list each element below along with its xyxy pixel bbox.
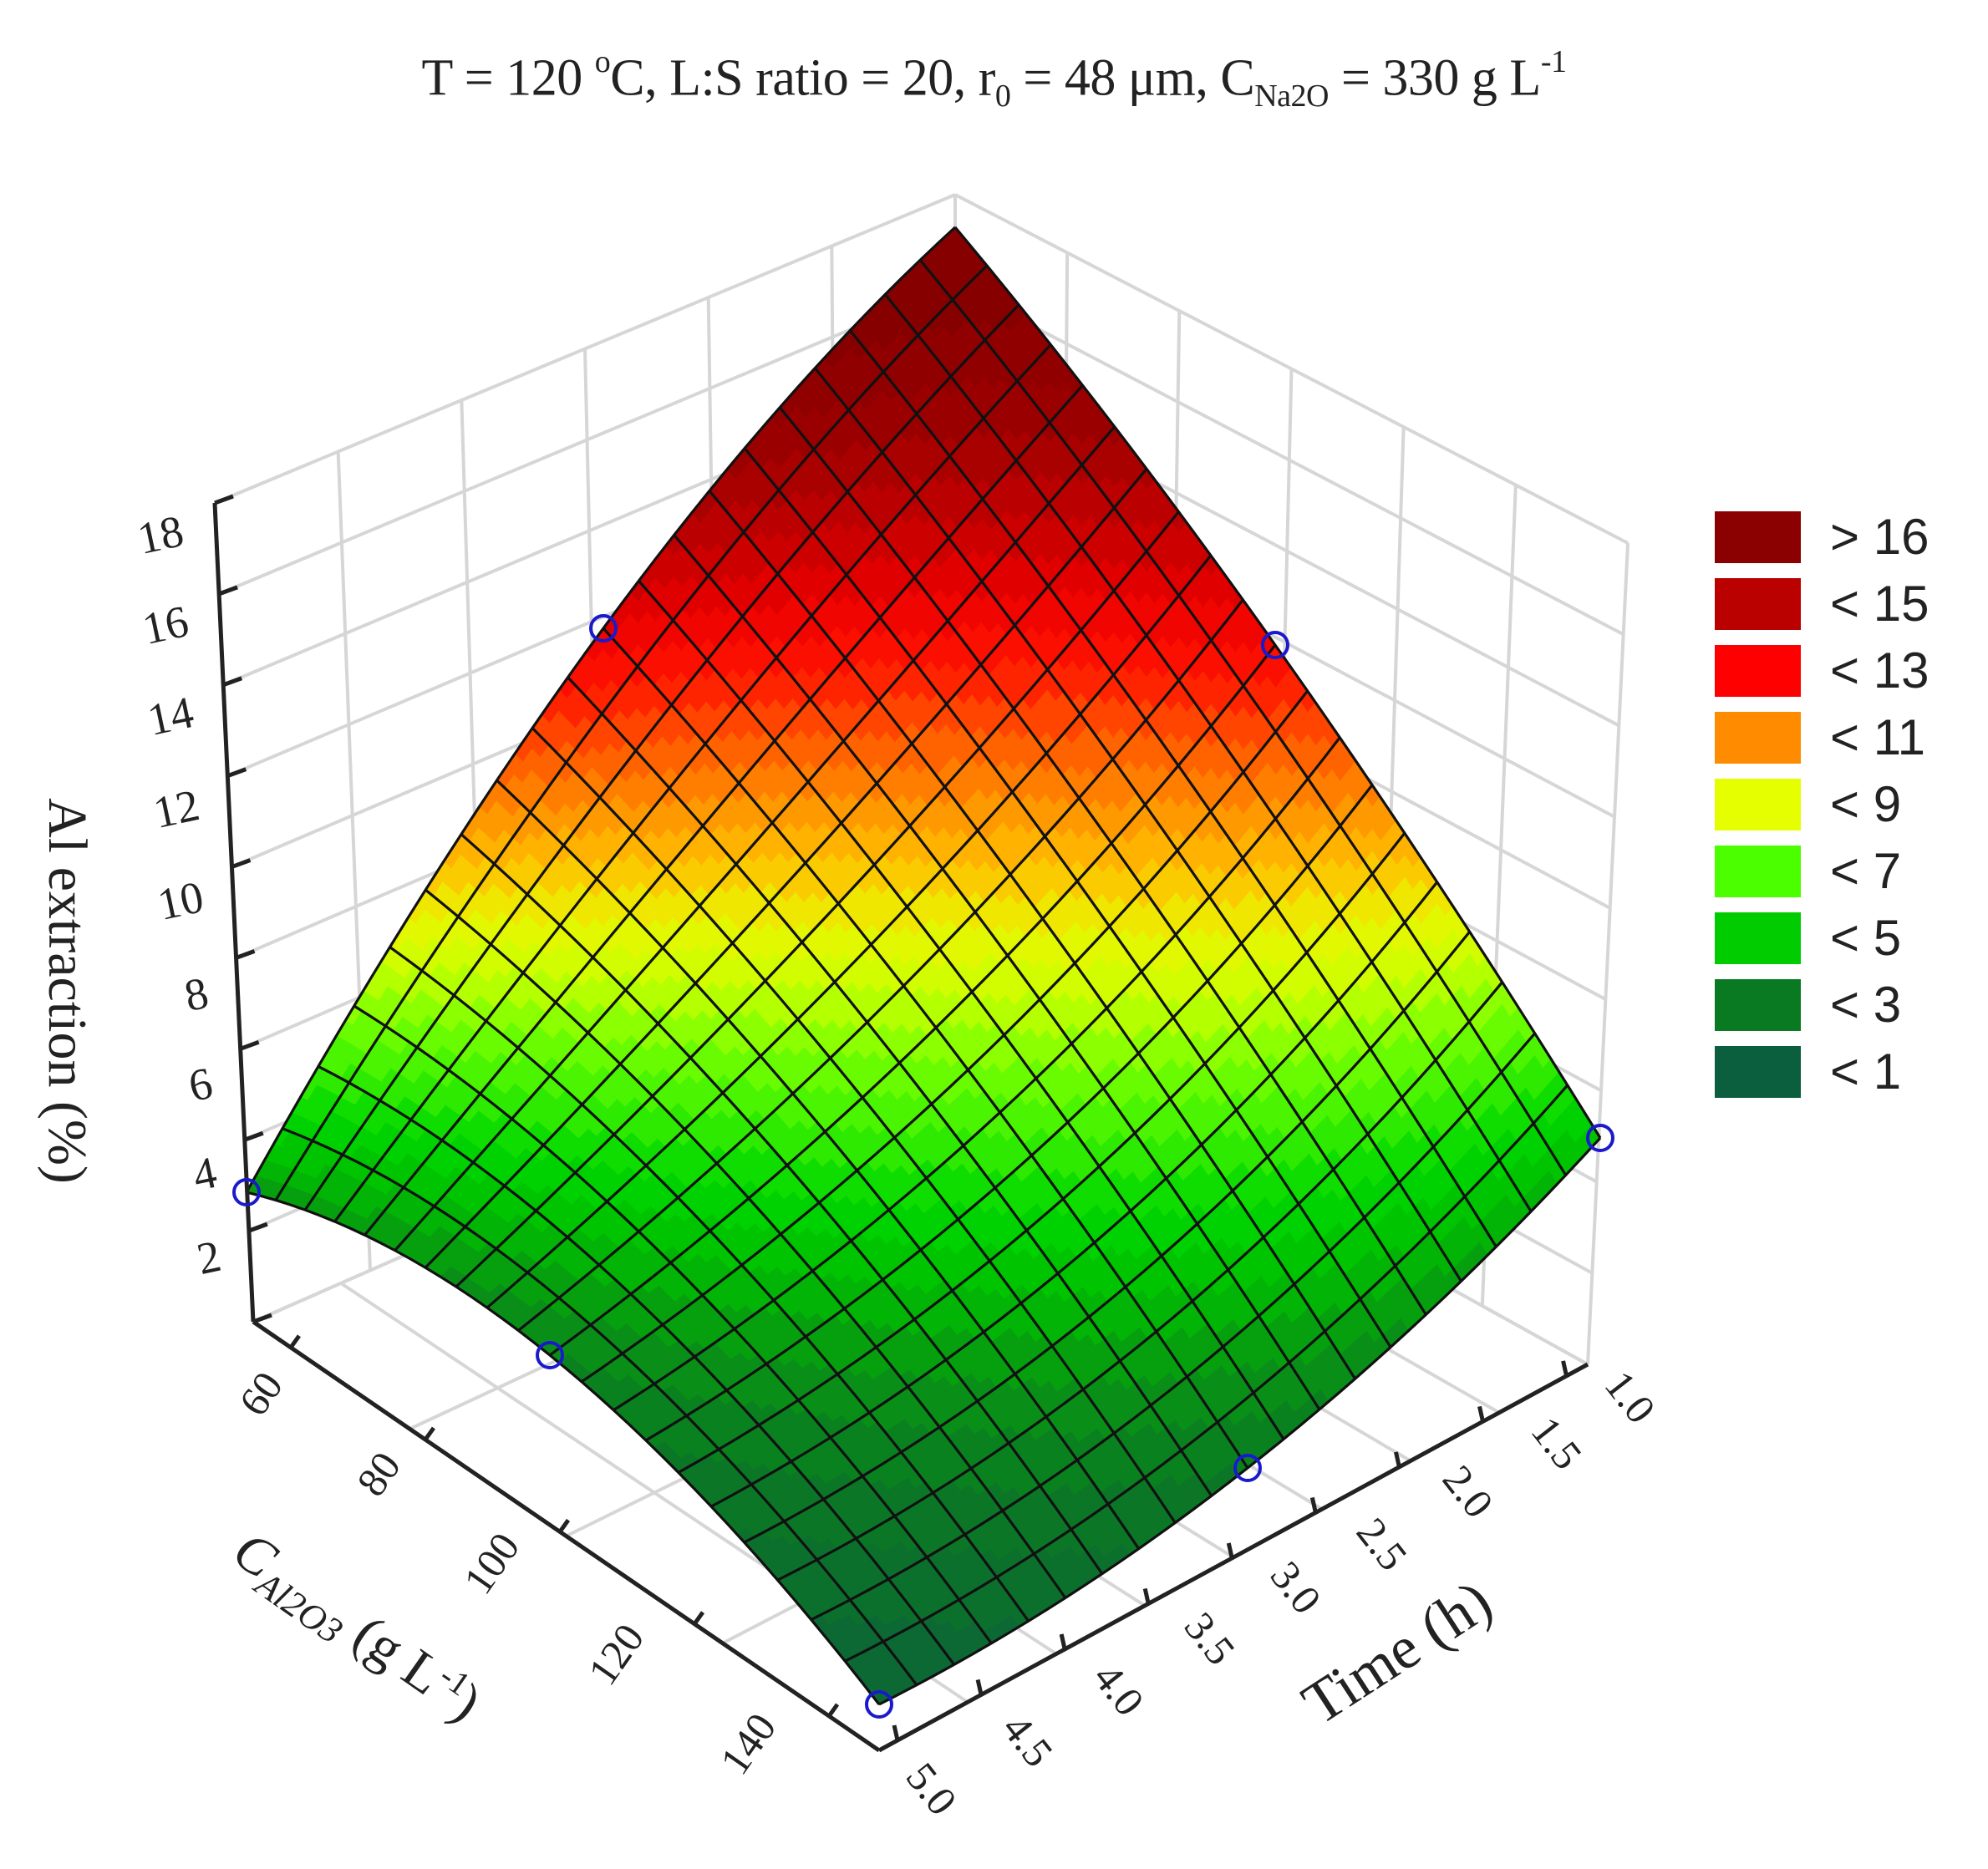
title-superscript: -1 [1540, 44, 1567, 79]
title-subscript: 0 [994, 79, 1011, 114]
title-degree: o [594, 44, 611, 79]
legend-swatch [1715, 1046, 1801, 1098]
legend-label: < 7 [1830, 843, 1902, 899]
legend-item: < 15 [1715, 576, 1988, 632]
legend-label: < 9 [1830, 776, 1902, 832]
legend-item: < 9 [1715, 776, 1988, 832]
axes-lines [212, 494, 1589, 1753]
legend-label: < 11 [1830, 709, 1925, 765]
legend-label: > 16 [1830, 509, 1930, 565]
design-point-markers [232, 614, 1614, 1719]
legend-swatch [1715, 712, 1801, 764]
surface-mesh [245, 226, 1602, 1706]
legend-item: < 13 [1715, 642, 1988, 698]
legend-label: < 15 [1830, 576, 1930, 632]
title-part: C, L:S ratio = 20, r [610, 49, 995, 107]
legend-item: < 3 [1715, 977, 1988, 1033]
legend-swatch [1715, 846, 1801, 897]
legend-item: < 5 [1715, 910, 1988, 966]
legend-item: < 7 [1715, 843, 1988, 899]
legend-item: < 11 [1715, 709, 1988, 765]
chart-title: T = 120 oC, L:S ratio = 20, r0 = 48 μm, … [0, 44, 1988, 114]
legend-swatch [1715, 779, 1801, 830]
legend-label: < 1 [1830, 1044, 1902, 1100]
title-part: = 330 g L [1328, 49, 1541, 107]
legend-label: < 3 [1830, 977, 1902, 1033]
title-part: T = 120 [421, 49, 595, 107]
legend-label: < 13 [1830, 642, 1930, 698]
legend-swatch [1715, 511, 1801, 563]
legend-item: < 1 [1715, 1044, 1988, 1100]
legend-swatch [1715, 645, 1801, 697]
z-axis-label: Al extraction (%) [37, 798, 98, 1184]
title-subscript: Na2O [1254, 79, 1329, 114]
legend-swatch [1715, 578, 1801, 630]
legend-item: > 16 [1715, 509, 1988, 565]
legend-swatch [1715, 912, 1801, 964]
legend-label: < 5 [1830, 910, 1902, 966]
legend-swatch [1715, 979, 1801, 1031]
title-part: = 48 μm, C [1010, 49, 1255, 107]
